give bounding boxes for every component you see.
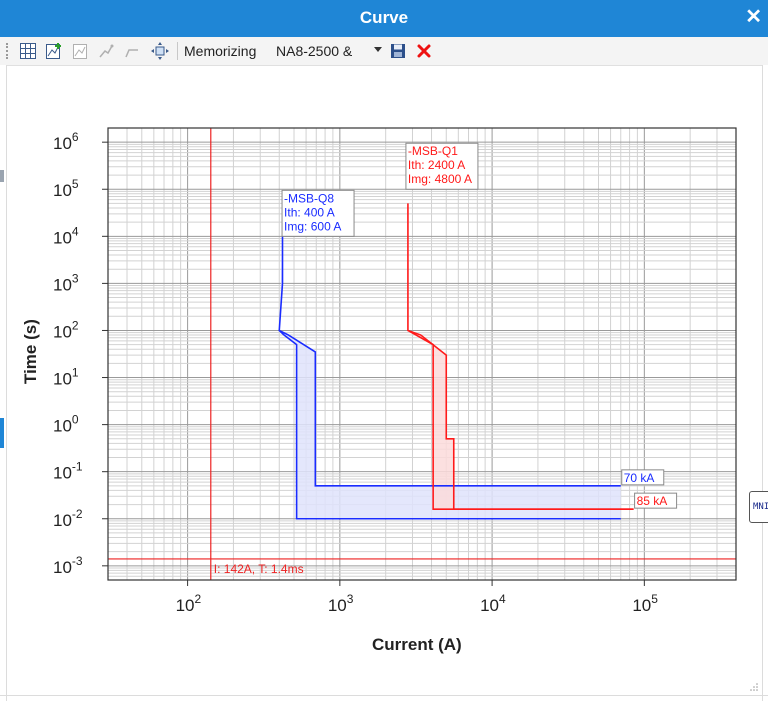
- grid: [108, 128, 736, 580]
- series-label-line: Ith: 400 A: [284, 205, 335, 219]
- window-title: Curve: [359, 8, 409, 27]
- copy-curve-icon[interactable]: [70, 41, 90, 61]
- y-tick-label: 105: [53, 177, 79, 200]
- background-window-edge: [0, 170, 4, 182]
- y-tick-label: 10-2: [53, 507, 83, 530]
- series-end-label: 85 kA: [634, 492, 678, 509]
- delete-icon[interactable]: [414, 41, 434, 61]
- series-label-line: Img: 4800 A: [408, 172, 472, 186]
- series-end-label-text: 70 kA: [624, 471, 655, 485]
- series-lower-line: [407, 329, 634, 510]
- series-label-line: -MSB-Q8: [284, 191, 334, 205]
- y-tick-label: 102: [53, 318, 79, 341]
- toolbar-grip[interactable]: [6, 43, 10, 59]
- window-left-edge: [0, 65, 7, 701]
- series-end-label-text: 85 kA: [637, 494, 668, 508]
- chevron-down-icon[interactable]: [374, 47, 382, 52]
- toolbar-separator: [177, 42, 178, 60]
- series-label-line: -MSB-Q1: [408, 144, 458, 158]
- series-end-label-box: [621, 469, 665, 486]
- y-tick-label: 104: [53, 224, 79, 247]
- series-label-box: [281, 189, 355, 237]
- add-curve-icon[interactable]: [44, 41, 64, 61]
- cursor-readout: I: 142A, T: 1.4ms: [214, 562, 304, 576]
- y-tick-label: 101: [53, 366, 79, 389]
- memorizing-label: Memorizing: [184, 43, 257, 59]
- x-tick-label: 103: [328, 592, 354, 615]
- series-label-line: Img: 600 A: [284, 219, 341, 233]
- x-tick-label: 104: [480, 592, 506, 615]
- curve-edit-icon[interactable]: [96, 41, 116, 61]
- grid-icon[interactable]: [18, 41, 38, 61]
- series-band: [279, 236, 621, 519]
- curve-remove-icon[interactable]: [122, 41, 142, 61]
- side-tooltip: MNI: [749, 491, 768, 523]
- fit-view-icon[interactable]: [150, 41, 170, 61]
- x-axis-label: Current (A): [372, 635, 462, 654]
- y-axis-label: Time (s): [21, 319, 40, 384]
- window-right-edge: [762, 65, 768, 701]
- window-titlebar: Curve ✕: [0, 0, 768, 37]
- series-upper-line: [278, 236, 621, 487]
- series-label-box: [405, 142, 479, 190]
- series-end-label: 70 kA: [621, 469, 665, 486]
- y-tick-label: 10-1: [53, 460, 83, 483]
- y-tick-label: 10-3: [53, 554, 83, 577]
- window-bottom-edge: [0, 695, 768, 702]
- series-label-line: Ith: 2400 A: [408, 158, 465, 172]
- series-lower-line: [278, 329, 621, 520]
- x-tick-label: 105: [632, 592, 658, 615]
- toolbar: Memorizing NA8-2500 &: [0, 37, 768, 66]
- series-end-label-box: [634, 492, 678, 509]
- plot-frame: [107, 127, 737, 581]
- background-window-edge: [0, 418, 4, 448]
- save-icon[interactable]: [388, 41, 408, 61]
- x-tick-label: 102: [176, 592, 202, 615]
- resize-grip-icon[interactable]: [750, 683, 758, 691]
- memorized-select[interactable]: NA8-2500 &: [276, 43, 353, 59]
- close-icon[interactable]: ✕: [745, 6, 762, 28]
- y-tick-label: 103: [53, 271, 79, 294]
- y-tick-label: 100: [53, 413, 79, 436]
- y-tick-label: 106: [53, 130, 79, 153]
